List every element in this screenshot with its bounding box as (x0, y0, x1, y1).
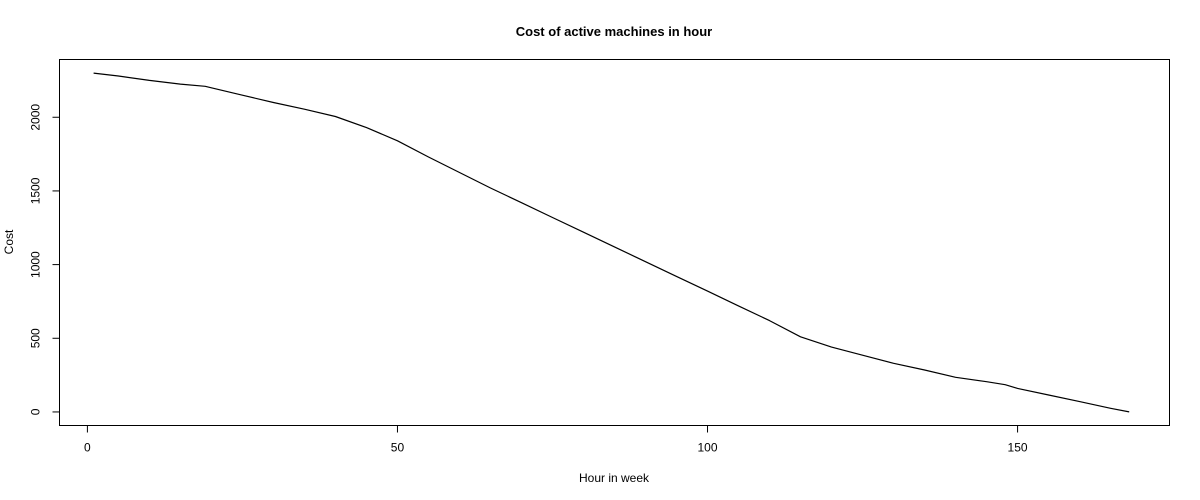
x-tick-label: 150 (1008, 441, 1028, 455)
series-line (93, 72, 1130, 413)
y-tick-label: 0 (29, 408, 43, 415)
x-tick-label: 50 (391, 441, 405, 455)
y-tick-label: 1500 (29, 177, 43, 204)
chart-title: Cost of active machines in hour (516, 24, 713, 39)
x-axis-label: Hour in week (579, 471, 650, 485)
y-tick-label: 2000 (29, 104, 43, 131)
plot-frame (59, 59, 1170, 426)
x-axis: 0 50 100 150 (84, 425, 1028, 455)
x-tick-label: 100 (698, 441, 718, 455)
y-tick-label: 500 (29, 328, 43, 348)
series-group (93, 72, 1130, 413)
y-axis-label: Cost (2, 229, 16, 254)
y-tick-label: 1000 (29, 251, 43, 278)
y-axis: 0 500 1000 1500 2000 (29, 104, 60, 415)
x-tick-label: 0 (84, 441, 91, 455)
